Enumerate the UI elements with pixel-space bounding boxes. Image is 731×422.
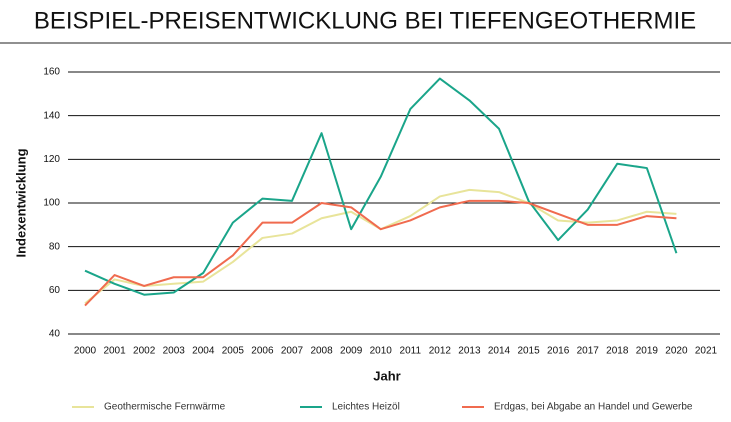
x-tick-label: 2017 [577, 346, 600, 357]
x-tick-label: 2001 [103, 346, 126, 357]
series-line [84, 199, 677, 307]
series-line [84, 77, 678, 296]
x-tick-label: 2007 [281, 346, 304, 357]
x-tick-label: 2021 [695, 346, 718, 357]
x-tick-label: 2003 [163, 346, 186, 357]
x-tick-label: 2013 [458, 346, 481, 357]
y-tick-label: 120 [43, 154, 60, 165]
legend-text: Geothermische Fernwärme [104, 402, 226, 413]
legend-text: Leichtes Heizöl [332, 402, 400, 413]
x-tick-label: 2015 [517, 346, 540, 357]
y-axis-label: Indexentwicklung [13, 148, 28, 257]
x-tick-label: 2009 [340, 346, 363, 357]
x-tick-label: 2006 [251, 346, 274, 357]
y-tick-label: 140 [43, 110, 60, 121]
x-tick-label: 2010 [370, 346, 393, 357]
x-tick-label: 2000 [74, 346, 97, 357]
x-tick-label: 2012 [429, 346, 452, 357]
x-tick-label: 2004 [192, 346, 215, 357]
y-tick-label: 80 [49, 241, 61, 252]
x-tick-label: 2008 [310, 346, 333, 357]
chart-title: BEISPIEL-PREISENTWICKLUNG BEI TIEFENGEOT… [34, 7, 696, 34]
x-tick-label: 2018 [606, 346, 629, 357]
y-tick-label: 160 [43, 67, 60, 78]
x-tick-label: 2019 [636, 346, 659, 357]
x-axis-label: Jahr [373, 368, 400, 383]
x-tick-label: 2016 [547, 346, 570, 357]
legend-text: Erdgas, bei Abgabe an Handel und Gewerbe [494, 402, 693, 413]
x-tick-label: 2014 [488, 346, 511, 357]
y-tick-label: 60 [49, 285, 61, 296]
y-tick-label: 100 [43, 198, 60, 209]
x-tick-label: 2002 [133, 346, 156, 357]
x-tick-label: 2005 [222, 346, 245, 357]
x-tick-label: 2011 [400, 346, 422, 357]
x-tick-label: 2020 [665, 346, 688, 357]
y-tick-label: 40 [49, 329, 61, 340]
